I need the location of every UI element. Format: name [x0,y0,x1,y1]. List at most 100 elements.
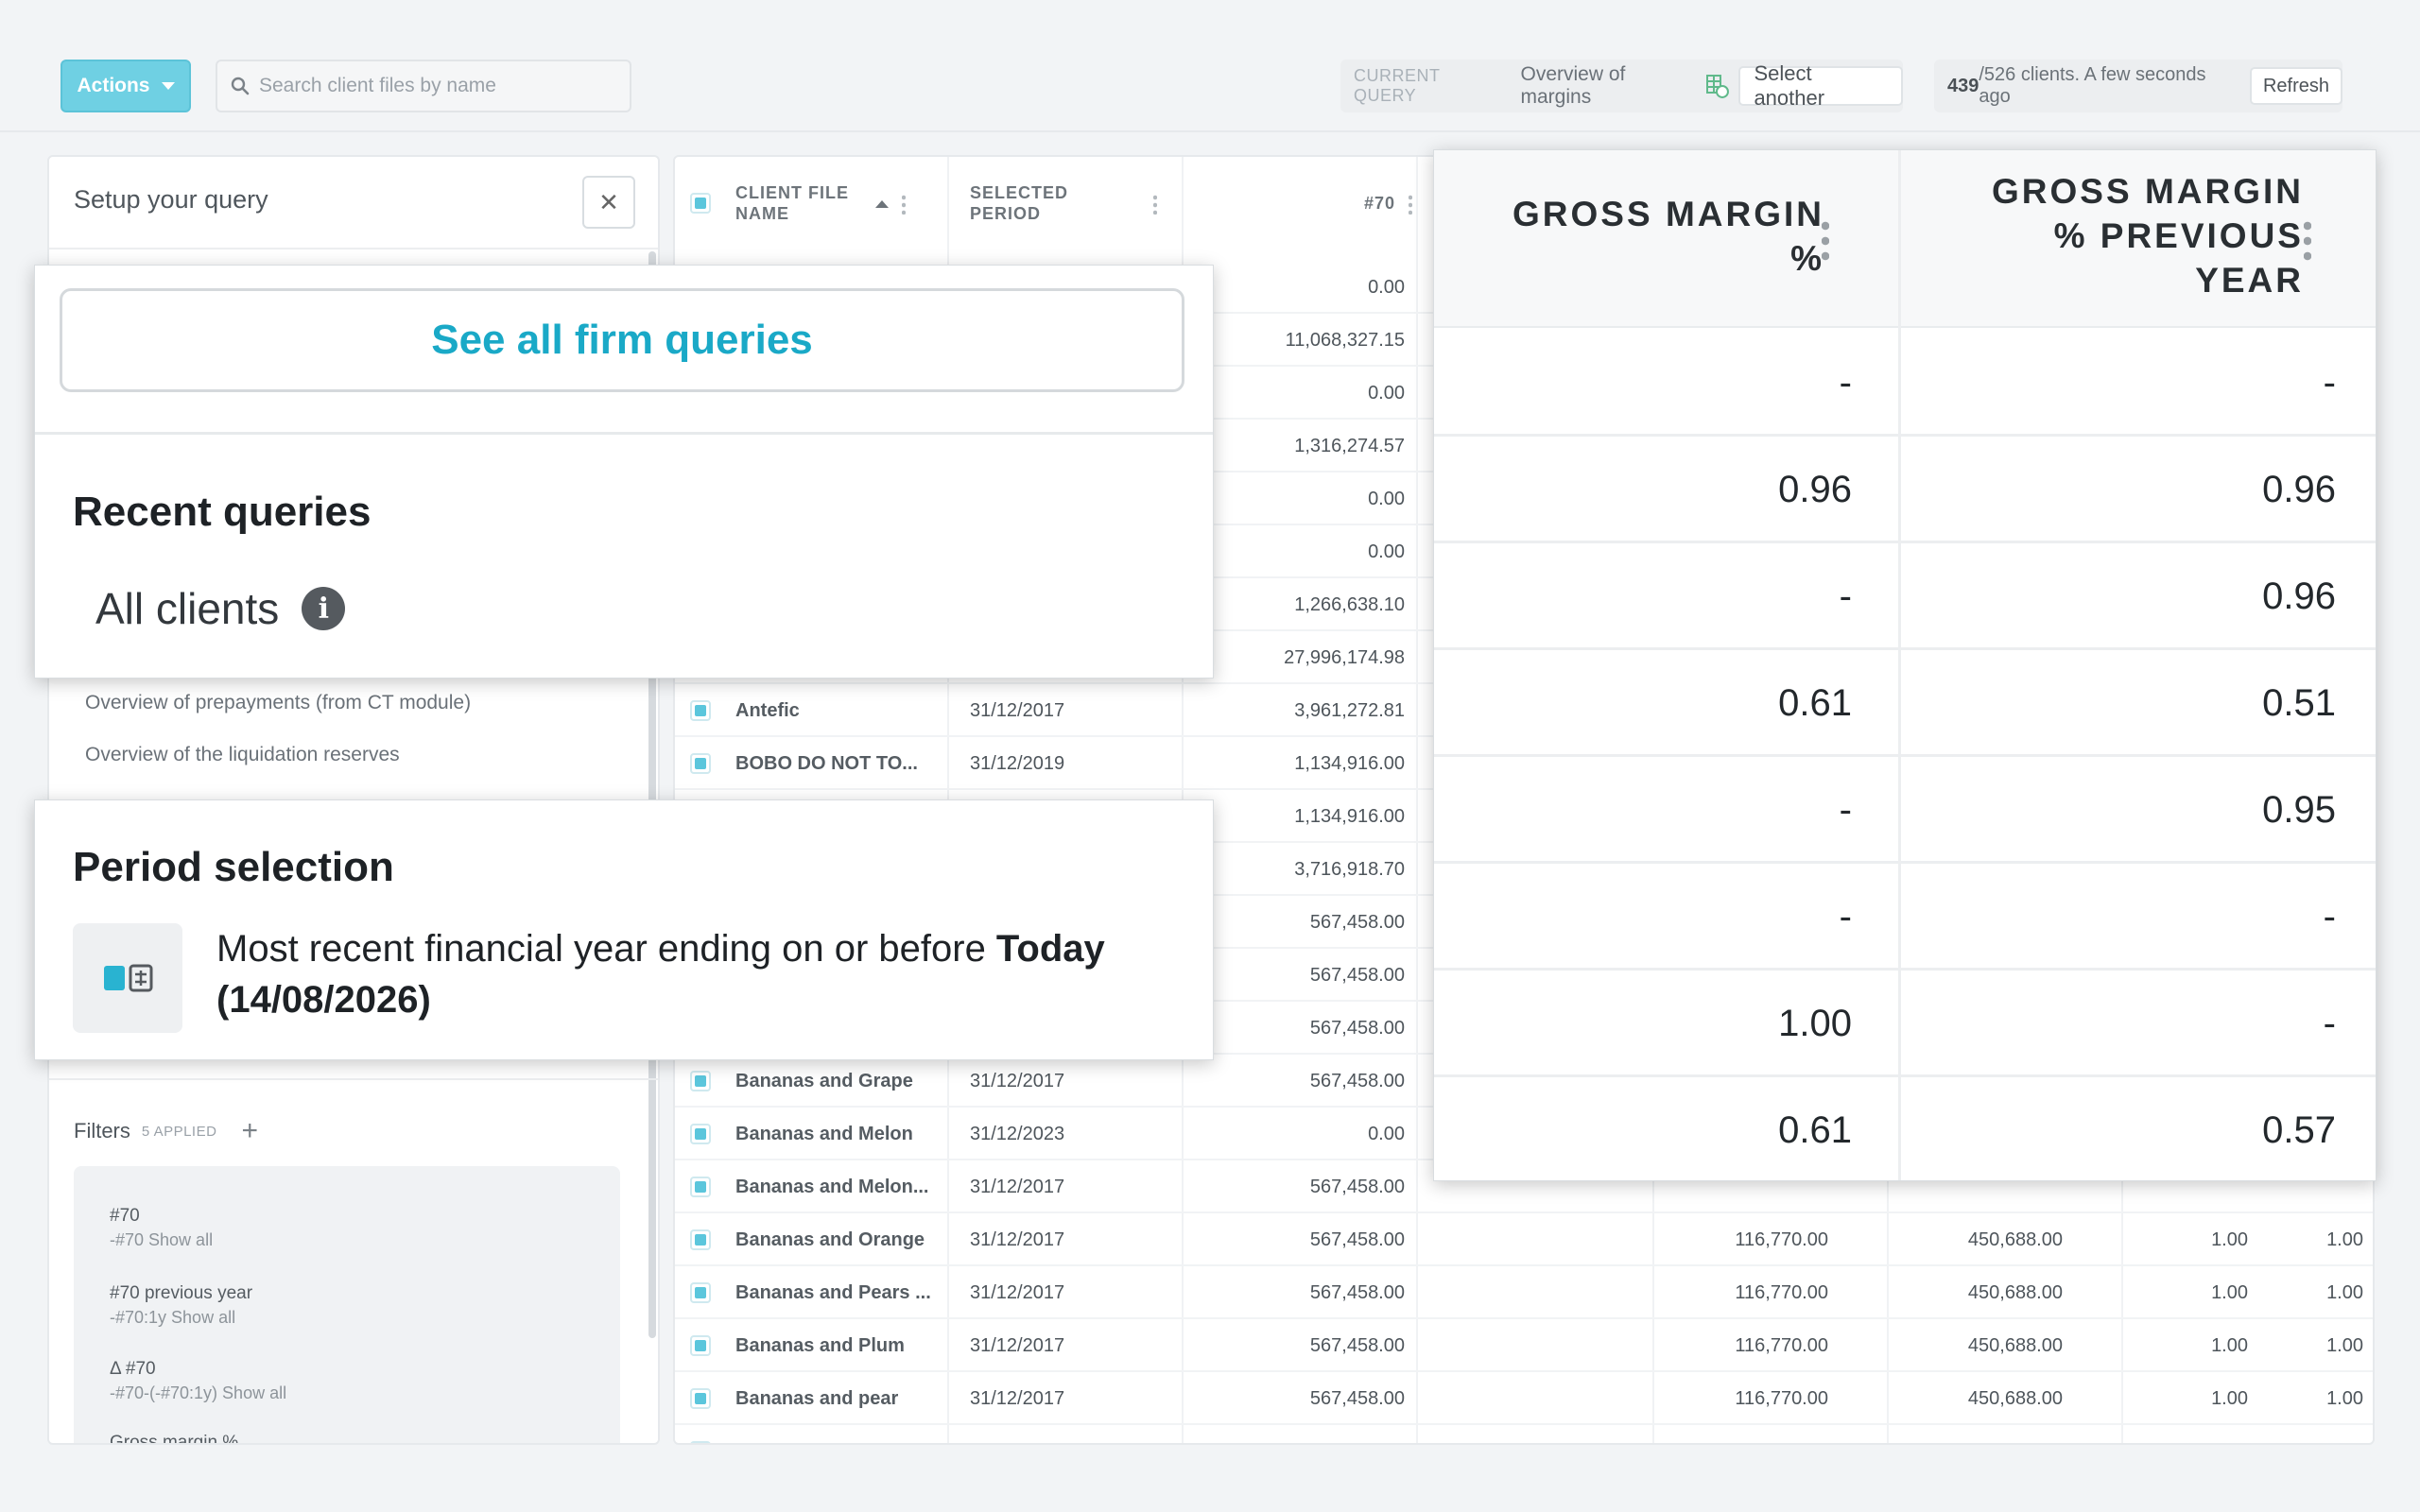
kebab-icon[interactable] [2304,218,2311,262]
table-row[interactable]: Bananas and pear 31/12/2017 567,458.00 116,… [675,1372,2373,1425]
column-header-gross-margin[interactable]: GROSS MARGIN % [1434,150,1898,328]
search-box[interactable] [216,60,631,112]
table-row[interactable]: 1.00 - [1434,971,2376,1077]
actions-button[interactable]: Actions [60,60,191,112]
gross-margin-prev-cell: 0.96 [2262,576,2336,617]
row-checkbox[interactable] [690,700,711,721]
column-header-client[interactable]: CLIENT FILE NAME [735,157,943,251]
table-cell-name: Bananas and pear [735,1387,899,1409]
close-icon: ✕ [598,187,619,216]
table-cell-period: 31/12/2017 [970,1176,1065,1197]
kebab-icon[interactable] [902,194,906,215]
gross-margin-cell: - [1839,576,1852,617]
row-checkbox[interactable] [690,753,711,774]
filter-name: #70 [110,1206,140,1226]
see-all-firm-queries-button[interactable]: See all firm queries [60,288,1184,392]
filter-item[interactable]: #70 previous year -#70:1y Show all [110,1283,252,1328]
plus-icon[interactable]: + [241,1115,258,1146]
row-checkbox[interactable] [690,1071,711,1091]
filter-item[interactable]: Gross margin % [110,1433,239,1445]
gross-margin-cell: 0.96 [1778,469,1852,510]
table-cell-c6: 1.00 [2211,1334,2248,1356]
row-checkbox[interactable] [690,1388,711,1409]
table-row[interactable]: 0.61 0.51 [1434,650,2376,757]
client-count-text: /526 clients. A few seconds ago [1979,64,2206,107]
period-description: Most recent financial year ending on or … [216,923,1181,1025]
query-link-liquidation[interactable]: Overview of the liquidation reserves [85,744,400,765]
table-cell-c4: 116,770.00 [1735,1281,1828,1303]
kebab-icon[interactable] [1822,218,1829,262]
table-cell-v70: 1,134,916.00 [1294,752,1405,774]
divider [35,432,1213,435]
table-row[interactable]: Bananas and pinea... 31/12/2017 567,458.00… [675,1425,2373,1444]
period-date: (14/08/2026) [216,979,431,1021]
sort-up-icon[interactable] [875,200,889,208]
gross-margin-prev-cell: - [2323,1003,2336,1044]
row-checkbox[interactable] [690,1441,711,1443]
row-checkbox[interactable] [690,1229,711,1250]
filter-item[interactable]: #70 -#70 Show all [110,1206,213,1250]
table-cell-period: 31/12/2017 [970,1228,1065,1250]
table-row[interactable]: - 0.95 [1434,757,2376,864]
table-row[interactable]: Bananas and Melon... 31/12/2017 567,458.00 [675,1160,2373,1213]
recent-queries-title: Recent queries [73,489,372,535]
table-cell-v70: 567,458.00 [1309,1176,1405,1197]
column-header-gross-margin-prev[interactable]: GROSS MARGIN % PREVIOUS YEAR [1901,150,2376,328]
table-cell-name: Antefic [735,699,800,721]
query-table-icon [1706,75,1730,98]
filter-detail: -#70 Show all [110,1230,214,1249]
select-another-button[interactable]: Select another [1738,61,1903,110]
table-cell-c5: 450,688.00 [1967,1387,2063,1409]
period-selection-title: Period selection [73,844,394,890]
recent-query-all-clients[interactable]: All clients i [95,583,346,634]
refresh-button[interactable]: Refresh [2249,67,2342,105]
column-header-70[interactable]: #70 [1242,157,1412,251]
table-row[interactable]: Bananas and Orange 31/12/2017 567,458.00 11… [675,1213,2373,1266]
select-all-checkbox[interactable] [690,193,711,214]
column-header-period[interactable]: SELECTED PERIOD [970,157,1178,251]
period-calendar-icon[interactable] [73,923,182,1033]
table-cell-v70: 567,458.00 [1309,911,1405,933]
table-cell-name: Bananas and Pears ... [735,1281,931,1303]
panel-scrollbar[interactable] [648,251,656,1338]
table-row[interactable]: 0.61 0.57 [1434,1077,2376,1180]
table-row[interactable]: -- [1434,330,2376,437]
table-row[interactable]: Bananas and Plum 31/12/2017 567,458.00 116,… [675,1319,2373,1372]
row-checkbox[interactable] [690,1282,711,1303]
search-input[interactable] [259,75,618,97]
table-row[interactable]: 0.96 0.96 [1434,437,2376,543]
table-cell-v70: 567,458.00 [1185,1425,1405,1444]
table-cell-v70: 567,458.00 [1309,1281,1405,1303]
table-row[interactable]: - 0.96 [1434,543,2376,650]
kebab-icon[interactable] [1409,194,1412,215]
row-checkbox[interactable] [690,1124,711,1144]
close-button[interactable]: ✕ [582,176,635,229]
column-header-label: #70 [1363,194,1395,214]
table-cell-v70: 11,068,327.15 [1285,329,1405,351]
table-cell-c7: 1.00 [2326,1228,2363,1250]
gross-margin-cell: 1.00 [1778,1003,1852,1044]
column-header-label: GROSS MARGIN % [1512,192,1824,281]
filter-item[interactable]: Δ #70 -#70-(-#70:1y) Show all [110,1359,286,1403]
row-checkbox[interactable] [690,1177,711,1197]
row-checkbox[interactable] [690,1335,711,1356]
table-row[interactable]: Bananas and Pears ... 31/12/2017 567,458.0… [675,1266,2373,1319]
info-icon[interactable]: i [302,587,346,630]
table-cell-name: Bananas and Plum [735,1334,905,1356]
table-cell-v70: 567,458.00 [1309,1017,1405,1039]
table-cell-v70: 3,716,918.70 [1294,858,1405,880]
query-link-prepayments[interactable]: Overview of prepayments (from CT module) [85,692,472,713]
table-cell-v70: 1,266,638.10 [1294,593,1405,615]
gross-margin-prev-cell: 0.96 [2262,469,2336,510]
table-cell-period: 31/12/2017 [970,1387,1065,1409]
table-cell-c4: 116,770.00 [1735,1334,1828,1356]
table-row[interactable]: -- [1434,864,2376,971]
table-cell-v70: 567,458.00 [1309,1334,1405,1356]
table-row[interactable]: Bananas and Melon 31/12/2023 0.00 [675,1108,2373,1160]
table-cell-v70: 0.00 [1368,382,1405,404]
table-cell-c5: 450,688.00 [1894,1425,2063,1444]
table-cell-c7: 1.00 [2326,1281,2363,1303]
filter-name: Gross margin % [110,1433,239,1445]
table-cell-v70: 567,458.00 [1309,964,1405,986]
kebab-icon[interactable] [1153,194,1157,215]
